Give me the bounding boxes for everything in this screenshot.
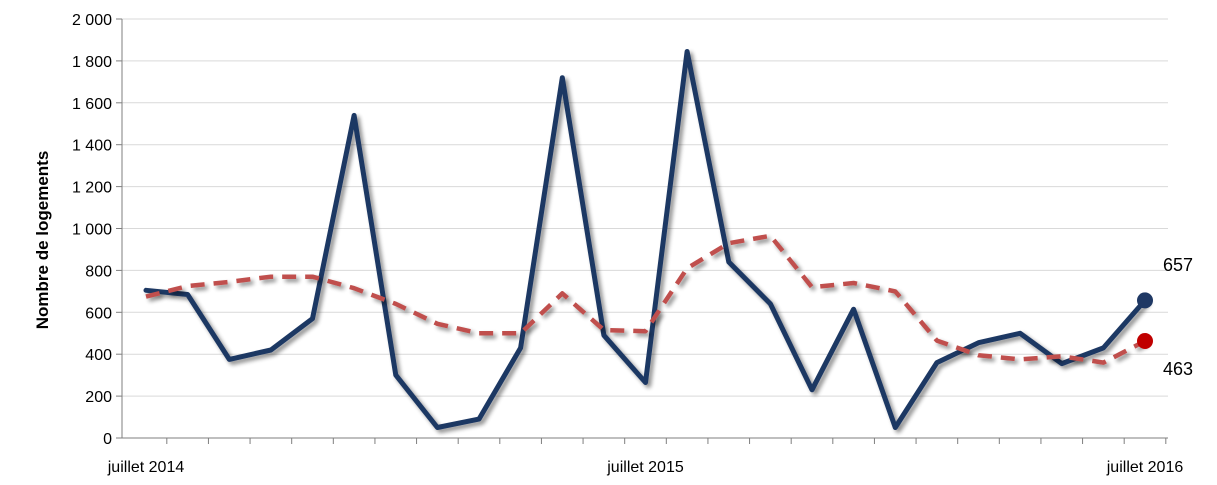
gridlines (116, 18, 1168, 439)
x-tick-label: juillet 2014 (107, 459, 185, 476)
x-tick-label: juillet 2015 (606, 459, 684, 476)
series-lines (143, 49, 1153, 430)
series-end-marker-2 (1137, 333, 1153, 350)
y-tick-labels: 0 200 400 600 800 1 000 1 200 1 400 1 600 1 800 2 … (72, 12, 112, 448)
y-tick-label: 1 600 (72, 96, 112, 113)
y-tick-label: 800 (85, 263, 112, 280)
y-tick-label: 400 (85, 347, 112, 364)
y-tick-label: 2 000 (72, 12, 112, 29)
x-tick-label: juillet 2016 (1106, 459, 1184, 476)
y-tick-label: 1 800 (72, 54, 112, 71)
y-tick-label: 1 200 (72, 180, 112, 197)
axes (121, 19, 1168, 444)
end-value-label-2: 463 (1163, 359, 1193, 379)
y-tick-label: 1 400 (72, 138, 112, 155)
data-labels: 657 463 (1163, 255, 1193, 379)
series-line-2 (145, 233, 1147, 365)
series-line-1 (143, 49, 1148, 430)
y-tick-label: 200 (85, 389, 112, 406)
y-axis-title: Nombre de logements (33, 151, 52, 330)
y-tick-label: 0 (103, 431, 112, 448)
end-value-label-1: 657 (1163, 255, 1193, 275)
series-end-marker-1 (1137, 292, 1153, 309)
x-tick-labels: juillet 2014 juillet 2015 juillet 2016 (107, 459, 1184, 476)
y-tick-label: 600 (85, 305, 112, 322)
y-tick-label: 1 000 (72, 222, 112, 239)
